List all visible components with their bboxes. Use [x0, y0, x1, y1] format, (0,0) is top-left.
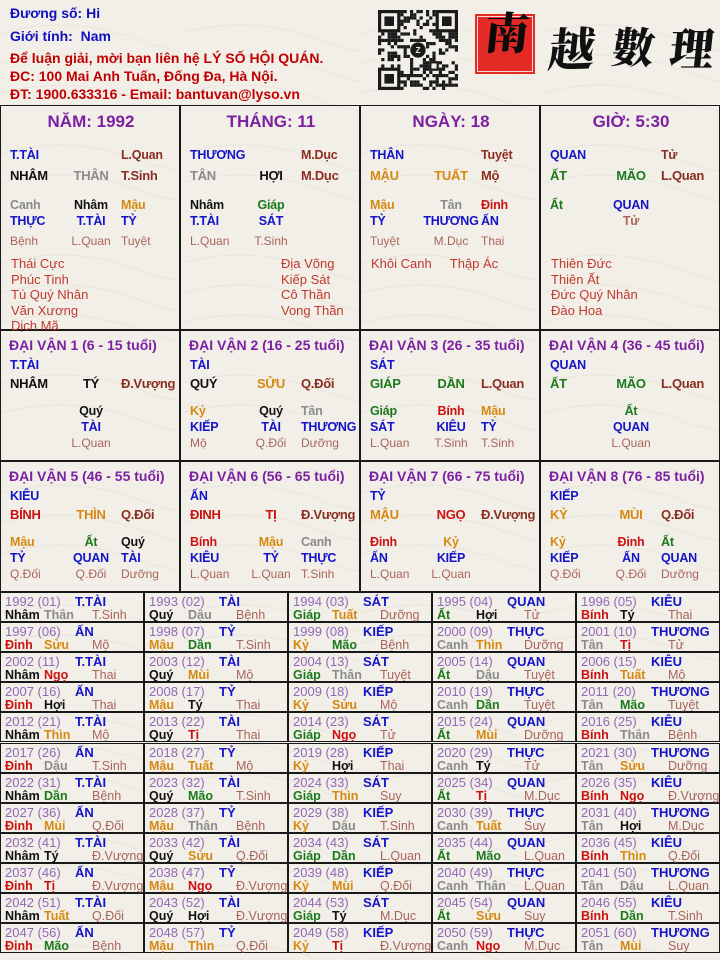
- svg-text:Z: Z: [415, 45, 420, 55]
